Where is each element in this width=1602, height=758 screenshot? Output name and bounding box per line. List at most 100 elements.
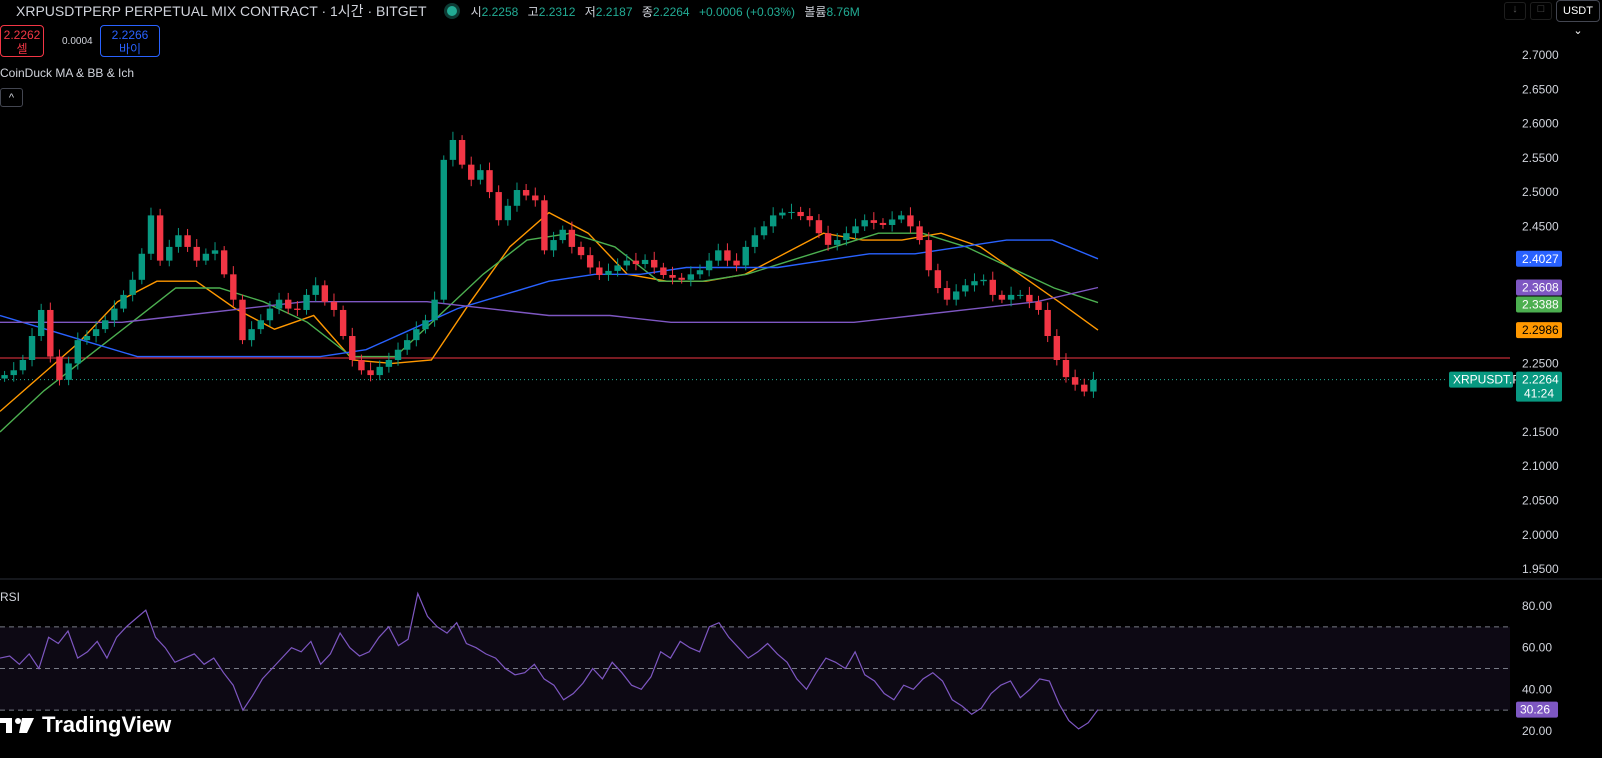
price-axis-tick: 2.4500 [1522, 219, 1559, 233]
candle-body [907, 215, 914, 227]
sell-button[interactable]: 2.2262 셀 [0, 25, 44, 57]
price-axis-tick: 2.5000 [1522, 185, 1559, 199]
candle-body [202, 253, 210, 261]
candle-body [147, 215, 155, 254]
candle-body [541, 200, 548, 251]
candle-body [715, 250, 722, 261]
high-value: 2.2312 [538, 4, 576, 19]
download-icon[interactable]: ↓ [1504, 2, 1526, 20]
candle-body [641, 259, 649, 265]
ma-price-tag-label: 2.2986 [1522, 323, 1559, 337]
candle-body [65, 363, 72, 380]
candle-body [550, 240, 557, 251]
ma-price-tag [1516, 250, 1562, 267]
candle-body [769, 215, 777, 227]
candle-body [1053, 336, 1061, 361]
candle-body [815, 220, 823, 234]
candle-body [614, 265, 621, 271]
candle-body [952, 291, 960, 300]
candle-body [852, 226, 859, 234]
tradingview-logo-text: TradingView [42, 712, 172, 737]
candle-body [577, 246, 585, 256]
candle-body [330, 301, 338, 310]
fullscreen-icon[interactable]: □ [1530, 2, 1552, 20]
candle-body [37, 309, 45, 337]
buy-price: 2.2266 [111, 28, 149, 42]
ma-line [0, 232, 1099, 433]
candle-body [449, 139, 457, 160]
tradingview-logo-icon [0, 718, 34, 733]
candle-body [513, 190, 521, 206]
candle-body [339, 309, 347, 337]
candle-body [394, 349, 402, 361]
candle-body [788, 211, 795, 213]
candle-body [998, 294, 1006, 300]
price-axis-tick: 2.7000 [1522, 48, 1559, 62]
buy-button[interactable]: 2.2266 바이 [100, 25, 160, 57]
symbol-title[interactable]: XRPUSDTPERP PERPETUAL MIX CONTRACT · 1시간… [16, 3, 427, 19]
volume-label: 볼륨 [804, 4, 827, 19]
candle-body [879, 222, 887, 225]
candle-body [989, 279, 996, 295]
sell-label: 셀 [16, 42, 28, 56]
candle-body [705, 260, 713, 271]
candle-body [742, 246, 749, 266]
high-label: 고 [527, 4, 539, 19]
candle-body [797, 211, 804, 217]
candle-body [834, 240, 841, 245]
candle-body [943, 288, 951, 300]
candle-body [193, 246, 200, 261]
candle-body [1, 375, 8, 379]
candle-body [623, 260, 630, 266]
rsi-label: RSI [0, 590, 21, 604]
last-price-tag [1516, 371, 1562, 402]
candle-body [559, 229, 566, 241]
open-label: 시 [470, 4, 482, 19]
candle-body [220, 250, 228, 275]
rsi-line [0, 591, 1099, 730]
candle-body [916, 226, 923, 241]
candle-body [385, 360, 393, 367]
symbol-tag [1449, 371, 1513, 388]
candle-body [971, 281, 978, 286]
price-axis-tick: 2.1500 [1522, 425, 1559, 439]
candle-body [724, 250, 731, 261]
candle-body [74, 340, 81, 364]
candle-body [19, 360, 27, 371]
price-axis-tick: 2.5500 [1522, 151, 1559, 165]
currency-select[interactable]: USDT ⌄ [1556, 0, 1600, 37]
ma-price-tag-label: 2.3608 [1522, 280, 1559, 294]
candle-body [138, 253, 146, 280]
candle-body [285, 299, 292, 309]
candle-body [760, 226, 768, 236]
candle-body [413, 329, 420, 341]
candle-body [358, 360, 365, 371]
candle-body [248, 329, 255, 341]
low-value: 2.2187 [595, 4, 633, 19]
candle-body [376, 366, 383, 376]
candle-body [898, 215, 905, 220]
candle-body [888, 219, 896, 225]
price-axis-tick: 1.9500 [1522, 562, 1559, 576]
collapse-legend-button[interactable]: ^ [0, 88, 23, 107]
ma-line [0, 286, 1099, 323]
candle-body [843, 233, 850, 241]
candle-body [92, 329, 100, 337]
candle-body [303, 294, 310, 310]
countdown-label: 41:24 [1524, 387, 1554, 401]
candle-body [522, 190, 530, 196]
candle-body [1081, 384, 1088, 392]
close-value: 2.2264 [652, 4, 690, 19]
candle-body [586, 255, 594, 268]
candle-body [934, 270, 942, 289]
indicator-legend[interactable]: CoinDuck MA & BB & Ich [0, 66, 135, 80]
candle-body [980, 279, 987, 282]
candle-body [568, 229, 576, 247]
sell-price: 2.2262 [3, 28, 41, 42]
rsi-value-label: 30.26 [1520, 703, 1550, 717]
candle-body [47, 309, 54, 357]
symbol-tag-label: XRPUSDT.P [1453, 373, 1520, 387]
ma-price-tag [1516, 296, 1562, 313]
candle-body [111, 308, 118, 321]
